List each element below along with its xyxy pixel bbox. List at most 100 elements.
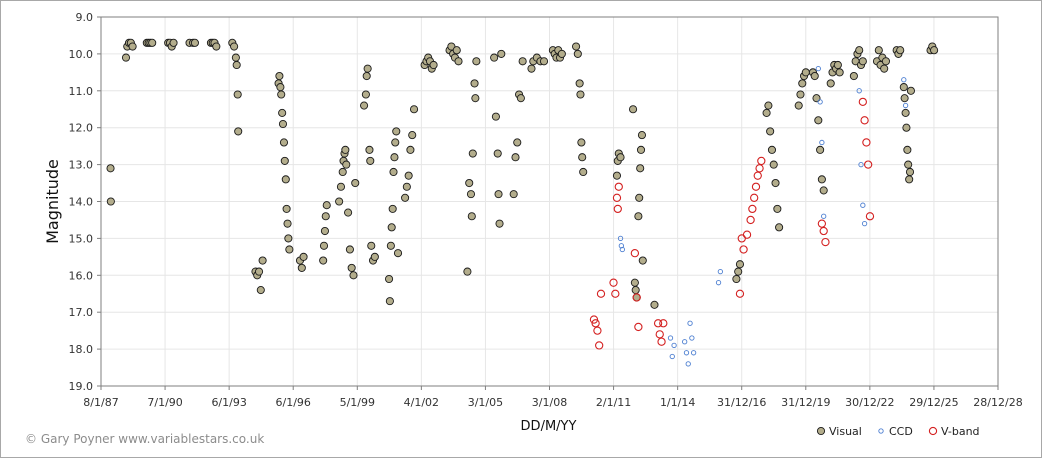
data-point: [801, 68, 810, 77]
legend: Visual CCD V-band: [816, 425, 980, 438]
data-point: [634, 212, 643, 221]
data-point: [764, 101, 773, 110]
data-point: [671, 342, 677, 349]
data-point: [667, 335, 674, 341]
data-point: [735, 289, 745, 298]
data-point: [362, 71, 371, 81]
data-point: [516, 94, 525, 103]
x-axis-ticks: 8/1/87 7/1/90 6/1/93 6/1/96 5/1/99 4/1/02 3/1/…: [83, 386, 1023, 409]
legend-item: CCD: [878, 425, 913, 438]
data-point: [771, 178, 780, 188]
data-point: [812, 94, 821, 103]
legend-item: Visual: [816, 425, 862, 438]
data-point: [297, 263, 306, 272]
data-point: [634, 322, 643, 332]
data-point: [276, 83, 285, 92]
data-point: [930, 46, 939, 55]
data-point: [409, 105, 419, 114]
legend-item: V-band: [928, 425, 980, 438]
data-point: [278, 108, 287, 117]
x-tick-label: 7/1/90: [147, 396, 182, 409]
data-point: [769, 160, 778, 169]
x-tick-label: 30/12/22: [845, 396, 894, 409]
series-v-band: [589, 97, 875, 350]
data-point: [899, 83, 908, 92]
data-point: [750, 193, 759, 202]
x-tick-label: 28/12/28: [973, 396, 1022, 409]
data-point: [278, 119, 288, 129]
data-point: [370, 252, 379, 261]
data-point: [659, 319, 668, 328]
series-ccd: [617, 66, 909, 367]
data-point: [386, 241, 395, 250]
data-point: [767, 145, 777, 154]
data-point: [319, 256, 328, 265]
y-tick-label: 9.0: [76, 11, 94, 24]
data-point: [902, 102, 909, 109]
y-tick-label: 19.0: [69, 380, 94, 393]
data-point: [856, 88, 862, 94]
x-tick-label: 4/1/02: [404, 396, 439, 409]
y-tick-label: 14.0: [69, 196, 94, 209]
data-point: [349, 271, 358, 280]
data-point: [653, 319, 663, 328]
y-axis-title: Magnitude: [43, 159, 62, 244]
data-point: [860, 116, 869, 125]
data-point: [121, 53, 131, 62]
data-point: [406, 145, 415, 154]
data-point: [468, 149, 477, 158]
x-tick-label: 3/1/05: [468, 396, 503, 409]
data-point: [575, 79, 584, 88]
data-point: [452, 46, 461, 55]
legend-label: V-band: [941, 425, 980, 438]
x-tick-label: 8/1/87: [83, 396, 118, 409]
data-point: [233, 90, 242, 99]
data-point: [366, 156, 375, 165]
data-point: [794, 101, 803, 110]
data-point: [361, 90, 370, 99]
data-point: [864, 160, 873, 169]
data-point: [751, 182, 761, 191]
x-tick-label: 6/1/93: [211, 396, 246, 409]
data-point: [577, 138, 586, 147]
data-point: [322, 201, 331, 210]
data-point: [385, 274, 394, 284]
data-point: [467, 212, 476, 221]
data-point: [689, 335, 695, 341]
data-point: [612, 171, 622, 180]
data-point: [336, 182, 346, 191]
data-point: [128, 42, 137, 51]
y-tick-label: 12.0: [69, 122, 94, 135]
data-point: [631, 286, 640, 295]
data-point: [497, 49, 506, 58]
data-point: [408, 131, 417, 140]
data-point: [903, 145, 912, 154]
data-point: [391, 138, 400, 147]
data-points: [106, 38, 939, 367]
data-point: [619, 246, 625, 253]
data-point: [401, 193, 410, 202]
data-point: [630, 249, 640, 258]
data-point: [682, 339, 688, 345]
data-point: [447, 42, 456, 51]
data-point: [798, 79, 807, 88]
data-point: [390, 153, 399, 162]
data-point: [589, 315, 599, 324]
data-point: [810, 71, 819, 81]
data-point: [279, 138, 289, 147]
data-point: [629, 105, 638, 114]
y-tick-label: 16.0: [69, 269, 94, 282]
data-point: [491, 112, 500, 121]
x-tick-label: 3/1/08: [532, 396, 567, 409]
data-point: [258, 256, 267, 265]
data-point: [636, 164, 645, 173]
data-point: [880, 64, 889, 73]
data-point: [734, 267, 743, 276]
data-point: [282, 204, 291, 213]
y-tick-label: 15.0: [69, 232, 94, 245]
data-point: [690, 350, 697, 356]
data-point: [341, 145, 350, 154]
data-point: [611, 289, 620, 298]
data-point: [732, 274, 741, 284]
